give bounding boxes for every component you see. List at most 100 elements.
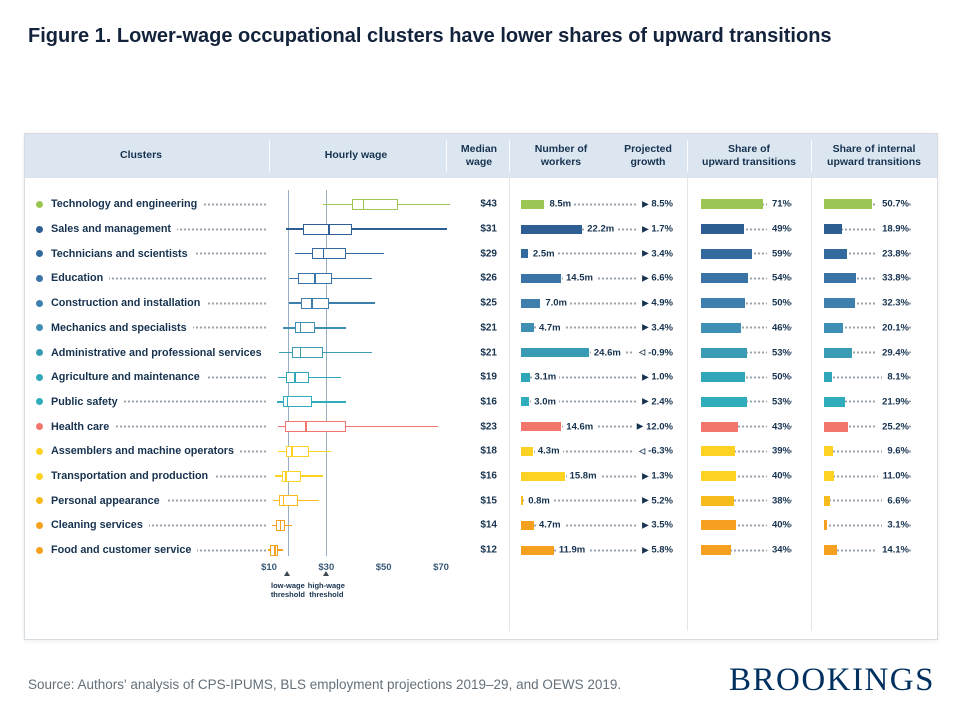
cluster-dot [36, 299, 43, 307]
internal-share-value: 18.9% [877, 222, 909, 236]
projected-growth-value: ▶ 12.0% [631, 420, 673, 434]
internal-share-value: 29.4% [877, 346, 909, 360]
growth-increase-icon: ▶ [642, 545, 649, 555]
internal-share-bar [824, 421, 848, 432]
workers-bar [521, 298, 541, 308]
median-wage-value: $21 [480, 322, 497, 334]
workers-value: 2.5m [529, 247, 558, 261]
median-wage-value: $14 [480, 519, 497, 531]
leader-line [521, 548, 673, 552]
threshold-marker-icon [284, 571, 291, 576]
upward-share-value: 34% [766, 543, 791, 557]
upward-share-value: 59% [766, 247, 791, 261]
cluster-row: Mechanics and specialists $21 4.7m ▶ 3.4% 46%… [25, 316, 937, 341]
growth-percent-text: 1.3% [651, 470, 673, 482]
leader-line [701, 301, 793, 305]
leader-line [701, 425, 793, 429]
cluster-label: Food and customer service [51, 543, 198, 558]
boxplot-median-line [311, 297, 313, 309]
workers-value: 4.7m [535, 321, 564, 335]
upward-share-value: 43% [766, 420, 791, 434]
leader-line [521, 252, 673, 256]
upward-share-value: 49% [766, 222, 791, 236]
workers-bar [521, 348, 589, 358]
workers-value: 14.6m [563, 420, 597, 434]
leader-line [701, 499, 793, 503]
boxplot-box [352, 198, 398, 210]
workers-bar [521, 397, 530, 407]
upward-share-bar [701, 372, 745, 383]
cluster-row: Cleaning services $14 4.7m ▶ 3.5% 40% 3.1% [25, 513, 937, 538]
growth-increase-icon: ▶ [642, 298, 649, 308]
leader-line [701, 548, 793, 552]
median-wage-value: $31 [480, 223, 497, 235]
growth-increase-icon: ▶ [642, 224, 649, 234]
workers-value: 8.5m [546, 197, 575, 211]
leader-line [824, 523, 911, 527]
upward-share-bar [701, 520, 736, 531]
cluster-label: Transportation and production [51, 469, 215, 484]
boxplot-box [294, 322, 315, 334]
leader-line [51, 400, 267, 404]
median-wage-value: $19 [480, 371, 497, 383]
workers-bar [521, 520, 534, 530]
internal-share-bar [824, 471, 835, 482]
boxplot-box [312, 248, 347, 260]
boxplot-whisker [279, 351, 373, 354]
cluster-dot [36, 546, 43, 554]
upward-share-bar [701, 273, 748, 284]
median-wage-value: $25 [480, 297, 497, 309]
cluster-row: Assemblers and machine operators $18 4.3m ◁… [25, 439, 937, 464]
cluster-label: Administrative and professional services [51, 345, 268, 360]
upward-share-value: 46% [766, 321, 791, 335]
leader-line [521, 523, 673, 527]
boxplot-box [303, 223, 353, 235]
internal-share-bar [824, 545, 838, 556]
upward-share-bar [701, 396, 748, 407]
workers-value: 0.8m [525, 494, 553, 508]
upward-share-bar [701, 224, 744, 235]
leader-line [521, 499, 673, 503]
internal-share-value: 23.8% [877, 247, 909, 261]
internal-share-value: 50.7% [877, 197, 909, 211]
growth-increase-icon: ▶ [642, 520, 649, 530]
upward-share-bar [701, 421, 739, 432]
growth-percent-text: 3.4% [651, 248, 673, 260]
projected-growth-value: ▶ 8.5% [637, 197, 673, 211]
cluster-row: Transportation and production $16 15.8m ▶ 1.… [25, 464, 937, 489]
leader-line [521, 326, 673, 330]
growth-percent-text: 2.4% [651, 396, 673, 408]
leader-line [824, 276, 911, 280]
upward-share-value: 40% [766, 469, 791, 483]
projected-growth-value: ▶ 1.7% [637, 222, 673, 236]
boxplot-median-line [362, 198, 365, 210]
leader-line [521, 301, 673, 305]
boxplot-median-line [285, 470, 287, 482]
cluster-dot [36, 274, 43, 282]
boxplot-median-line [322, 248, 325, 260]
workers-bar [521, 471, 565, 481]
upward-share-bar [701, 471, 736, 482]
cluster-dot [36, 349, 43, 357]
leader-line [824, 499, 911, 503]
growth-increase-icon: ▶ [642, 372, 649, 382]
cluster-dot [36, 324, 43, 332]
cluster-dot [36, 472, 43, 480]
leader-line [824, 227, 911, 231]
cluster-row: Technicians and scientists $29 2.5m ▶ 3.4% 59… [25, 241, 937, 266]
column-divider [687, 178, 688, 631]
leader-line [521, 202, 673, 206]
cluster-label: Health care [51, 419, 116, 434]
column-header-hourly-wage: Hourly wage [324, 149, 388, 162]
column-header-internal-upward-transitions: Share of internal upward transitions [827, 142, 921, 168]
cluster-label: Technology and engineering [51, 197, 204, 212]
leader-line [701, 523, 793, 527]
table-header: Clusters Hourly wage Median wage Number … [25, 134, 937, 178]
axis-tick-label: $70 [433, 562, 449, 573]
internal-share-bar [824, 322, 844, 333]
upward-share-bar [701, 545, 731, 556]
leader-line [701, 449, 793, 453]
boxplot-box [281, 470, 301, 482]
boxplot-median-line [299, 347, 302, 359]
internal-share-bar [824, 298, 855, 309]
